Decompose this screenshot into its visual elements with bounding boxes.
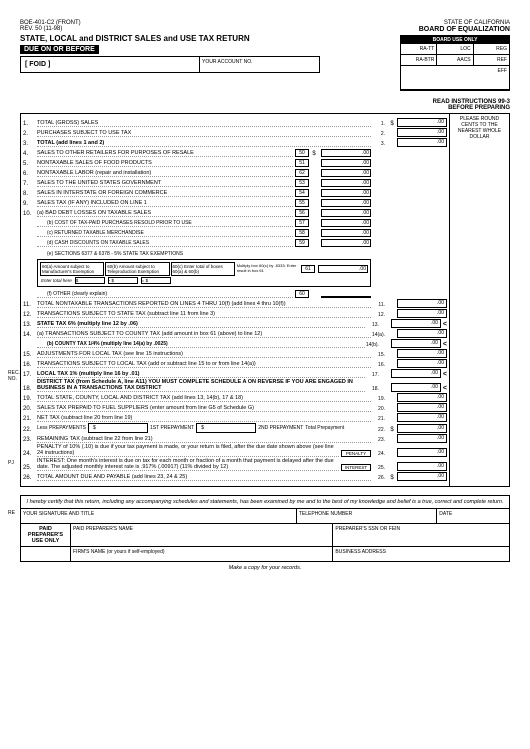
- line-14b: (b) COUNTY TAX 1/4% (multiply line 14(a)…: [23, 339, 447, 348]
- line-5: 5.NONTAXABLE SALES OF FOOD PRODUCTS 51.0…: [23, 158, 447, 167]
- line-9: 9.SALES TAX (IF ANY) INCLUDED ON LINE 1 …: [23, 198, 447, 207]
- foid-box: [ FOID ]: [20, 56, 200, 73]
- form-title: STATE, LOCAL and DISTRICT SALES and USE …: [20, 34, 320, 43]
- cert-text: I hereby certify that this return, inclu…: [21, 496, 509, 508]
- certification-box: I hereby certify that this return, inclu…: [20, 495, 510, 562]
- footer-note: Make a copy for your records.: [20, 565, 510, 571]
- board-use-title: BOARD USE ONLY: [401, 36, 509, 44]
- col-ref: REF: [474, 55, 509, 65]
- board-use-box: BOARD USE ONLY RA-TT LOC REG RA-BTR AACS…: [400, 35, 510, 91]
- line-11: 11.TOTAL NONTAXABLE TRANSACTIONS REPORTE…: [23, 299, 447, 308]
- line-12: 12.TRANSACTIONS SUBJECT TO STATE TAX (su…: [23, 309, 447, 318]
- line-17: 17.LOCAL TAX 1% (multiply line 16 by .01…: [23, 369, 447, 378]
- enter-total: Enter total here: [40, 277, 73, 284]
- preparer-row-1: PAID PREPARER'S USE ONLY PAID PREPARER'S…: [21, 523, 509, 546]
- col-loc: LOC: [437, 44, 473, 54]
- tax-form-page: BOE-401-C2 (FRONT) REV. 50 (11-98) STATE…: [0, 0, 530, 749]
- preparer-row-2: FIRM'S NAME (or yours if self-employed) …: [21, 546, 509, 561]
- line-13: 13.STATE TAX 6% (multiply line 12 by .06…: [23, 319, 447, 328]
- telephone-field[interactable]: TELEPHONE NUMBER: [297, 509, 437, 523]
- revision: REV. 50 (11-98): [20, 26, 320, 32]
- box-61-inst: Multiply box 60(c) by .8333; Enter resul…: [236, 262, 298, 276]
- line-2: 2.PURCHASES SUBJECT TO USE TAX 2..00: [23, 128, 447, 137]
- col-rabtr: RA-BTR: [401, 55, 437, 65]
- line-4: 4.SALES TO OTHER RETAILERS FOR PURPOSES …: [23, 148, 447, 157]
- side-pj: PJ: [8, 460, 14, 466]
- col-ratt: RA-TT: [401, 44, 437, 54]
- main-form-box: 1.TOTAL (GROSS) SALES 1.$.00 2.PURCHASES…: [20, 113, 510, 487]
- line-22: 22. Less PREPAYMENTS $ 1ST PREPAYMENT $ …: [23, 423, 447, 433]
- line-26: 26.TOTAL AMOUNT DUE AND PAYABLE (add lin…: [23, 472, 447, 481]
- line-1: 1.TOTAL (GROSS) SALES 1.$.00: [23, 118, 447, 127]
- col-reg: REG: [474, 44, 509, 54]
- line-20: 20.SALES TAX PREPAID TO FUEL SUPPLIERS (…: [23, 403, 447, 412]
- line-21: 21.NET TAX (subtract line 20 from line 1…: [23, 413, 447, 422]
- preparer-name-field[interactable]: PAID PREPARER'S NAME: [71, 524, 333, 546]
- side-rec: REC.NO.: [8, 370, 20, 382]
- read-instructions: READ INSTRUCTIONS 99-3 BEFORE PREPARING: [20, 99, 510, 111]
- signature-row: YOUR SIGNATURE AND TITLE TELEPHONE NUMBE…: [21, 508, 509, 523]
- board-label: BOARD OF EQUALIZATION: [400, 26, 510, 33]
- header: BOE-401-C2 (FRONT) REV. 50 (11-98) STATE…: [20, 20, 510, 91]
- line-10d: (d) CASH DISCOUNTS ON TAXABLE SALES 59.0…: [23, 238, 447, 247]
- box-60a: 60(a) Amount subject to Manufacturer's E…: [40, 262, 104, 276]
- line-15: 15.ADJUSTMENTS FOR LOCAL TAX (see line 1…: [23, 349, 447, 358]
- header-right: STATE OF CALIFORNIA BOARD OF EQUALIZATIO…: [400, 20, 510, 91]
- line-23: 23.REMAINING TAX (subtract line 22 from …: [23, 434, 447, 443]
- line-19: 19.TOTAL STATE, COUNTY, LOCAL AND DISTRI…: [23, 393, 447, 402]
- prep-2-input[interactable]: $: [196, 423, 256, 433]
- header-left: BOE-401-C2 (FRONT) REV. 50 (11-98) STATE…: [20, 20, 320, 73]
- line-18: 18.DISTRICT TAX (from Schedule A, line A…: [23, 379, 447, 392]
- line-10e-label: (e) SECTIONS 6377 & 6378 - 5% STATE TAX …: [23, 248, 447, 257]
- col-aacs: AACS: [437, 55, 473, 65]
- side-re: RE: [8, 510, 15, 516]
- signature-field[interactable]: YOUR SIGNATURE AND TITLE: [21, 509, 297, 523]
- rounding-note: PLEASE ROUND CENTS TO THE NEAREST WHOLE …: [449, 114, 509, 486]
- business-addr-field[interactable]: BUSINESS ADDRESS: [333, 547, 509, 561]
- line-3: 3.TOTAL (add lines 1 and 2) 3..00: [23, 138, 447, 147]
- top-boxes: [ FOID ] YOUR ACCOUNT NO.: [20, 56, 320, 73]
- prep-1-input[interactable]: $: [88, 423, 148, 433]
- line-10a: 10.(a) BAD DEBT LOSSES ON TAXABLE SALES …: [23, 208, 447, 217]
- eff-cell: EFF: [401, 66, 509, 89]
- line-25: 25.INTEREST: One month's interest is due…: [23, 458, 447, 471]
- line-8: 8.SALES IN INTERSTATE OR FOREIGN COMMERC…: [23, 188, 447, 197]
- line-10b: (b) COST OF TAX-PAID PURCHASES RESOLD PR…: [23, 218, 447, 227]
- line-7: 7.SALES TO THE UNITED STATES GOVERNMENT …: [23, 178, 447, 187]
- section-10e-boxes: 60(a) Amount subject to Manufacturer's E…: [37, 259, 371, 287]
- box-60c: 60(c) Enter total of boxes 60(a) & 60(b): [171, 262, 235, 276]
- account-box: YOUR ACCOUNT NO.: [200, 56, 320, 73]
- date-field[interactable]: DATE: [437, 509, 509, 523]
- paid-preparer-label: PAID PREPARER'S USE ONLY: [21, 524, 71, 546]
- box-60b: 60(b) Amount subject to Teleproduction E…: [105, 262, 169, 276]
- line-6: 6.NONTAXABLE LABOR (repair and installat…: [23, 168, 447, 177]
- line-14a: 14.(a) TRANSACTIONS SUBJECT TO COUNTY TA…: [23, 329, 447, 338]
- due-bar: DUE ON OR BEFORE: [20, 45, 99, 54]
- line-24: 24.PENALTY of 10% (.10) is due if your t…: [23, 444, 447, 457]
- firm-name-field[interactable]: FIRM'S NAME (or yours if self-employed): [71, 547, 333, 561]
- line-16: 16.TRANSACTIONS SUBJECT TO LOCAL TAX (ad…: [23, 359, 447, 368]
- line-10c: (c) RETURNED TAXABLE MERCHANDISE 58.00: [23, 228, 447, 237]
- form-body: 1.TOTAL (GROSS) SALES 1.$.00 2.PURCHASES…: [21, 114, 449, 486]
- preparer-ssn-field[interactable]: PREPARER'S SSN OR FEIN: [333, 524, 509, 546]
- line-10f: (f) OTHER (clearly explain) 60: [23, 289, 447, 298]
